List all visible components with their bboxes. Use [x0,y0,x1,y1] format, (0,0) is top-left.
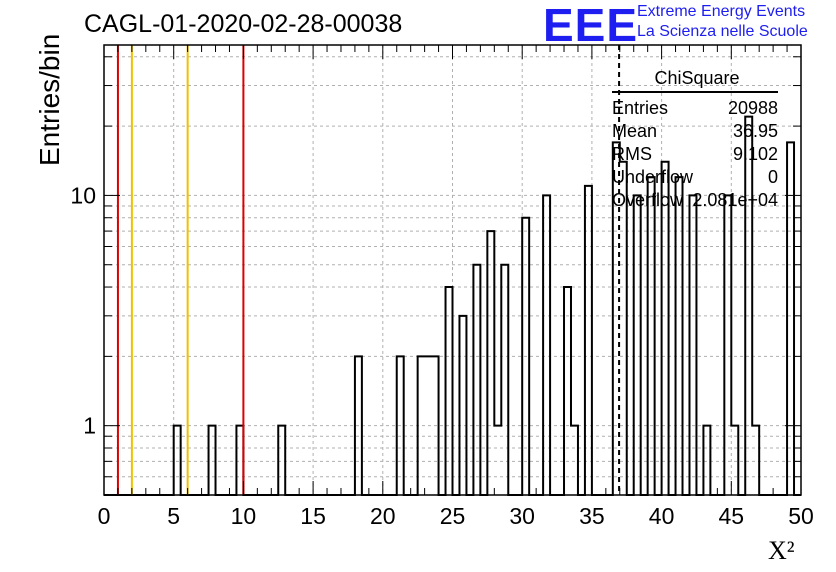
logo-text-line2: La Scienza nelle Scuole [637,23,808,40]
x-tick-label: 50 [788,503,814,529]
stats-value: 20988 [727,98,778,118]
histogram-bin [724,195,731,495]
histogram-bin [676,177,683,495]
stats-label: Overflow [612,190,684,210]
stats-value: 36.95 [732,121,778,141]
histogram-bin [501,265,508,495]
y-tick-label: 1 [83,413,96,439]
stats-label: Entries [612,98,669,118]
stats-title: ChiSquare [612,68,778,93]
histogram-bin [446,287,453,495]
histogram-bin [487,231,494,495]
x-tick-label: 45 [719,503,745,529]
x-tick-label: 25 [440,503,466,529]
stats-row-entries: Entries 20988 [612,97,778,120]
histogram-bin [459,316,466,495]
chart-title: CAGL-01-2020-02-28-00038 [84,10,403,38]
stats-label: Underflow [612,167,694,187]
x-tick-label: 0 [98,503,111,529]
histogram-bin [585,186,592,495]
eee-logo: EEE [543,0,639,51]
x-tick-label: 30 [509,503,535,529]
histogram-bin [473,265,480,495]
stats-row-rms: RMS 9.102 [612,143,778,166]
stats-row-mean: Mean 36.95 [612,120,778,143]
y-axis-label: Entries/bin [34,33,65,166]
stats-value: 2.081e+04 [692,190,778,210]
stats-box: ChiSquare Entries 20988 Mean 36.95 RMS 9… [612,68,778,212]
x-axis-label: X² [768,536,795,565]
x-tick-label: 10 [231,503,257,529]
histogram-bin [689,195,696,495]
axis-tick-labels-layer: 0 5 10 15 20 25 30 35 40 45 50 1 10 [70,182,813,529]
stats-row-overflow: Overflow 2.081e+04 [612,189,778,212]
axis-ticks-layer [103,45,802,495]
marker-lines-layer [116,45,621,495]
x-tick-label: 35 [579,503,605,529]
histogram-bin [634,195,641,495]
stats-value: 0 [767,167,778,187]
stats-label: RMS [612,144,652,164]
x-tick-label: 20 [370,503,396,529]
histogram-bin [564,287,571,495]
x-tick-label: 5 [167,503,180,529]
stats-row-underflow: Underflow 0 [612,166,778,189]
histogram-bin [648,177,655,495]
logo-text-line1: Extreme Energy Events [637,3,806,20]
x-tick-label: 15 [300,503,326,529]
histogram-bin [543,195,550,495]
y-tick-label: 10 [70,182,96,208]
x-tick-label: 40 [649,503,675,529]
stats-value: 9.102 [732,144,778,164]
stats-label: Mean [612,121,658,141]
